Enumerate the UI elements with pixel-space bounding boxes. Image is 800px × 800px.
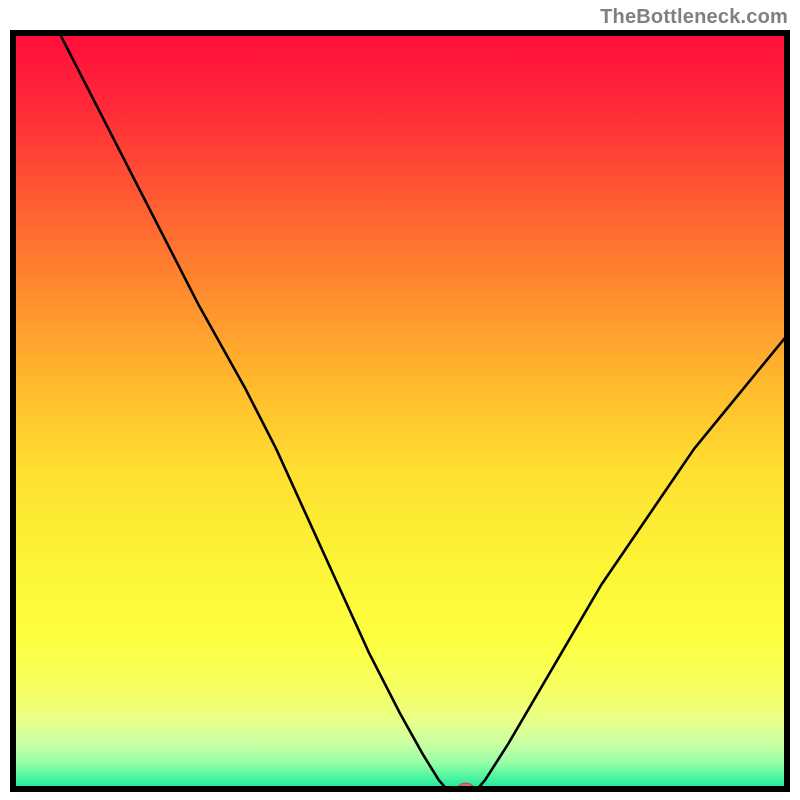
chart-container: { "attribution": "TheBottleneck.com", "c… — [0, 0, 800, 800]
gradient-background — [13, 33, 787, 789]
bottleneck-chart — [0, 0, 800, 800]
